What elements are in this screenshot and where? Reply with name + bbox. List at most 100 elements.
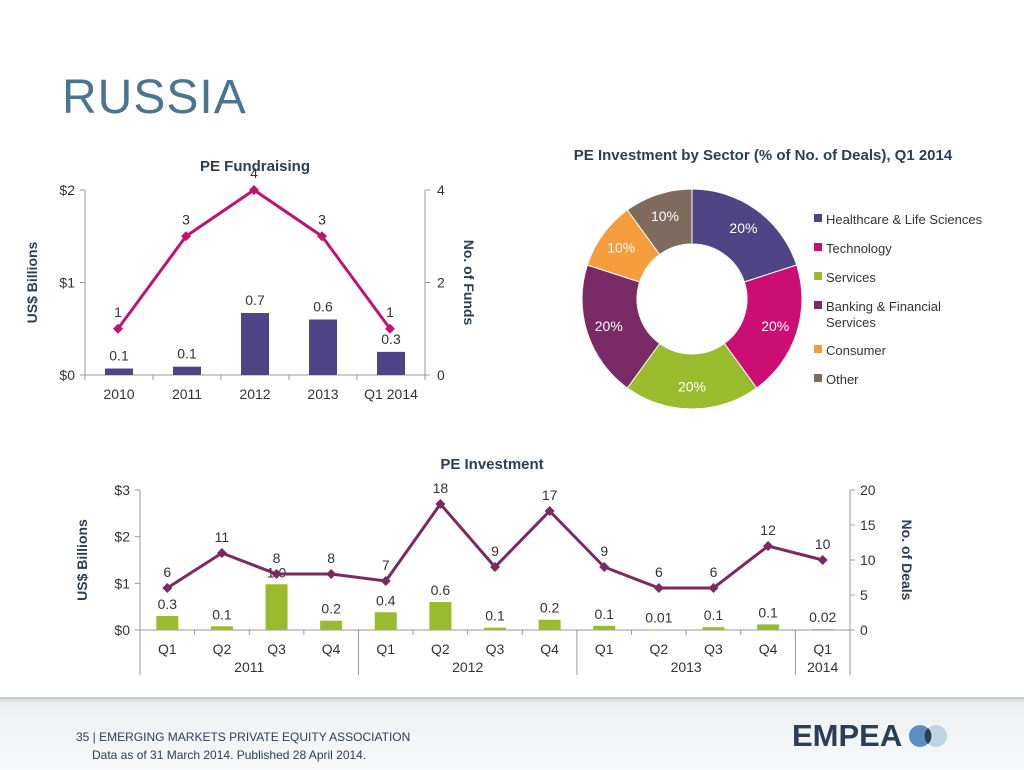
legend-swatch <box>814 301 822 309</box>
x-tick-label: Q4 <box>759 641 778 657</box>
line-label: 6 <box>655 564 663 580</box>
y2-tick-label: 0 <box>860 622 868 638</box>
bar-label: 0.4 <box>376 592 396 608</box>
x-tick-label: Q4 <box>540 641 559 657</box>
legend-swatch <box>814 243 822 251</box>
line-point <box>818 555 828 565</box>
legend-swatch <box>814 214 822 222</box>
y-tick-label: $2 <box>59 182 75 198</box>
x-tick-label: Q1 <box>158 641 177 657</box>
line-label: 3 <box>182 211 190 227</box>
y2-tick-label: 20 <box>860 482 876 498</box>
x-tick-label: Q4 <box>322 641 341 657</box>
x-tick-label: Q3 <box>704 641 723 657</box>
bar <box>105 369 133 375</box>
bar-label: 0.1 <box>177 346 197 362</box>
bar <box>757 624 779 630</box>
legend-label: Healthcare & Life Sciences <box>826 212 983 227</box>
bar <box>484 628 506 630</box>
bar <box>173 367 201 375</box>
line-point <box>326 569 336 579</box>
y-tick-label: $1 <box>114 575 130 591</box>
bar-label: 0.7 <box>245 292 265 308</box>
bar-label: 0.6 <box>313 299 333 315</box>
x-group-label: 2014 <box>807 659 838 675</box>
line-label: 9 <box>491 543 499 559</box>
bar-label: 0.2 <box>321 601 341 617</box>
bar <box>266 584 288 630</box>
bar <box>309 320 337 376</box>
x-tick-label: Q2 <box>213 641 232 657</box>
x-tick-label: 2013 <box>307 386 338 402</box>
legend-label: Services <box>826 270 876 285</box>
line-label: 12 <box>760 522 776 538</box>
line-label: 7 <box>382 557 390 573</box>
legend-label: Consumer <box>826 343 887 358</box>
x-tick-label: Q3 <box>267 641 286 657</box>
legend-label: Other <box>826 372 859 387</box>
y-axis-title: US$ Billions <box>24 241 40 323</box>
slice-label: 10% <box>607 240 635 256</box>
legend-swatch <box>814 272 822 280</box>
empea-logo: EMPEA <box>792 718 952 754</box>
slice-label: 10% <box>651 208 679 224</box>
bar <box>320 621 342 630</box>
slice-label: 20% <box>595 318 623 334</box>
sector-donut-chart: PE Investment by Sector (% of No. of Dea… <box>530 140 1010 420</box>
bar <box>241 313 269 375</box>
y2-tick-label: 0 <box>437 367 445 383</box>
slice-label: 20% <box>678 379 706 395</box>
y-tick-label: $3 <box>114 482 130 498</box>
bar-label: 0.1 <box>758 604 778 620</box>
line-label: 4 <box>250 165 258 181</box>
bar <box>211 626 233 630</box>
y2-tick-label: 10 <box>860 552 876 568</box>
bar-label: 0.1 <box>704 607 724 623</box>
y2-tick-label: 15 <box>860 517 876 533</box>
slice-label: 20% <box>729 220 757 236</box>
legend-swatch <box>814 374 822 382</box>
bar-label: 0.1 <box>594 606 614 622</box>
bar <box>429 602 451 630</box>
bar-label: 0.1 <box>109 348 129 364</box>
bar-label: 0.02 <box>809 609 836 625</box>
line-label: 6 <box>163 564 171 580</box>
page-title: RUSSIA <box>62 70 247 125</box>
x-group-label: 2011 <box>234 659 264 675</box>
bar <box>375 612 397 630</box>
bar <box>593 626 615 630</box>
chart-title: PE Investment by Sector (% of No. of Dea… <box>574 147 953 164</box>
legend-swatch <box>814 345 822 353</box>
bar-label: 0.1 <box>212 606 232 622</box>
y-tick-label: $1 <box>59 275 75 291</box>
line-label: 1 <box>386 304 394 320</box>
x-tick-label: Q1 <box>595 641 614 657</box>
x-group-label: 2012 <box>452 659 483 675</box>
y2-axis-title: No. of Deals <box>899 520 915 601</box>
chart-title: PE Investment <box>440 456 543 473</box>
y2-tick-label: 4 <box>437 182 445 198</box>
line-label: 1 <box>114 304 122 320</box>
legend-label: Banking & Financial <box>826 299 941 314</box>
bar-label: 0.2 <box>540 600 560 616</box>
bar-label: 0.3 <box>381 331 401 347</box>
legend-label-cont: Services <box>826 315 876 330</box>
bar <box>539 620 561 630</box>
x-tick-label: Q2 <box>431 641 450 657</box>
line-label: 11 <box>215 529 230 545</box>
line-label: 9 <box>600 543 608 559</box>
bar-label: 0.01 <box>645 610 672 626</box>
bar-label: 0.3 <box>158 596 178 612</box>
bar <box>377 352 405 375</box>
footer-source: 35 | EMERGING MARKETS PRIVATE EQUITY ASS… <box>76 730 410 744</box>
logo-circles-icon <box>906 721 952 751</box>
x-tick-label: 2012 <box>239 386 270 402</box>
line-point <box>654 583 664 593</box>
x-tick-label: Q1 <box>376 641 395 657</box>
logo-text: EMPEA <box>792 718 902 754</box>
y-tick-label: $0 <box>59 367 75 383</box>
line-label: 8 <box>273 550 281 566</box>
bar <box>156 616 178 630</box>
legend-label: Technology <box>826 241 892 256</box>
